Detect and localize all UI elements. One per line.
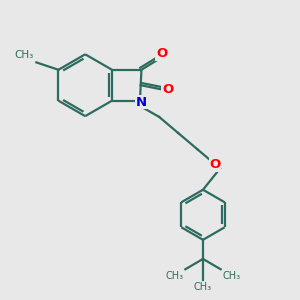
Text: O: O (209, 158, 221, 171)
Text: N: N (136, 96, 147, 109)
Text: CH₃: CH₃ (166, 271, 184, 281)
Text: CH₃: CH₃ (222, 271, 240, 281)
Text: O: O (156, 47, 167, 60)
Text: CH₃: CH₃ (194, 282, 212, 292)
Text: O: O (162, 83, 173, 96)
Text: CH₃: CH₃ (15, 50, 34, 60)
